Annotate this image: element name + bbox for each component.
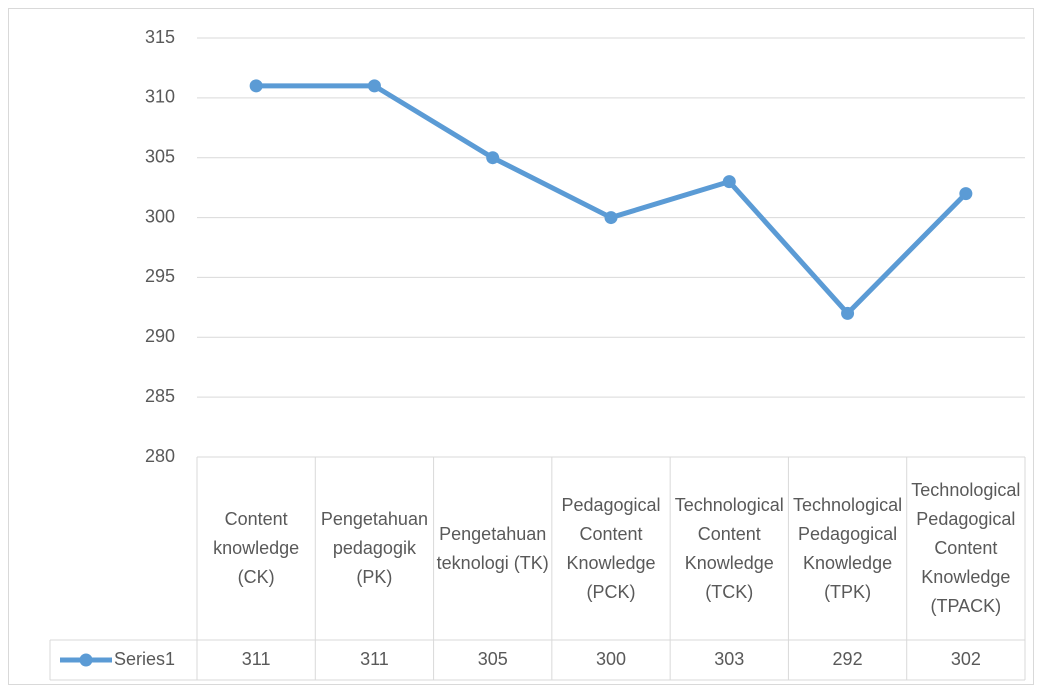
legend-label: Series1: [114, 649, 175, 669]
x-tick-label: Pengetahuan pedagogik (PK): [320, 509, 428, 587]
data-point: [367, 79, 381, 93]
y-tick-label: 300: [145, 206, 175, 226]
table-value: 305: [478, 649, 508, 669]
table-value: 302: [951, 649, 981, 669]
legend-swatch-marker: [79, 653, 93, 667]
x-tick-label: Pengetahuan teknologi (TK): [436, 523, 549, 573]
y-tick-label: 295: [145, 266, 175, 286]
x-tick-label: Technological Pedagogical Knowledge (TPK…: [793, 494, 903, 602]
table-value: 311: [242, 649, 271, 669]
y-tick-label: 290: [145, 326, 175, 346]
data-point: [249, 79, 263, 93]
table-value: 300: [596, 649, 626, 669]
series-line: [256, 83, 968, 316]
x-tick-label: Pedagogical Content Knowledge (PCK): [561, 494, 661, 602]
data-point: [841, 306, 855, 320]
x-tick-label: Content knowledge (CK): [213, 509, 300, 587]
x-tick-label: Technological Pedagogical Content Knowle…: [911, 480, 1021, 616]
data-point: [486, 151, 500, 165]
table-value: 303: [714, 649, 744, 669]
table-value: 311: [360, 649, 389, 669]
y-tick-label: 310: [145, 87, 175, 107]
y-tick-label: 280: [145, 446, 175, 466]
y-tick-label: 315: [145, 27, 175, 47]
y-tick-label: 285: [145, 386, 175, 406]
data-point: [959, 187, 973, 201]
table-value: 292: [833, 649, 863, 669]
y-tick-label: 305: [145, 146, 175, 166]
data-point: [722, 175, 736, 189]
chart-border: [8, 8, 1034, 685]
x-tick-label: Technological Content Knowledge (TCK): [674, 494, 784, 602]
data-point: [604, 211, 618, 225]
